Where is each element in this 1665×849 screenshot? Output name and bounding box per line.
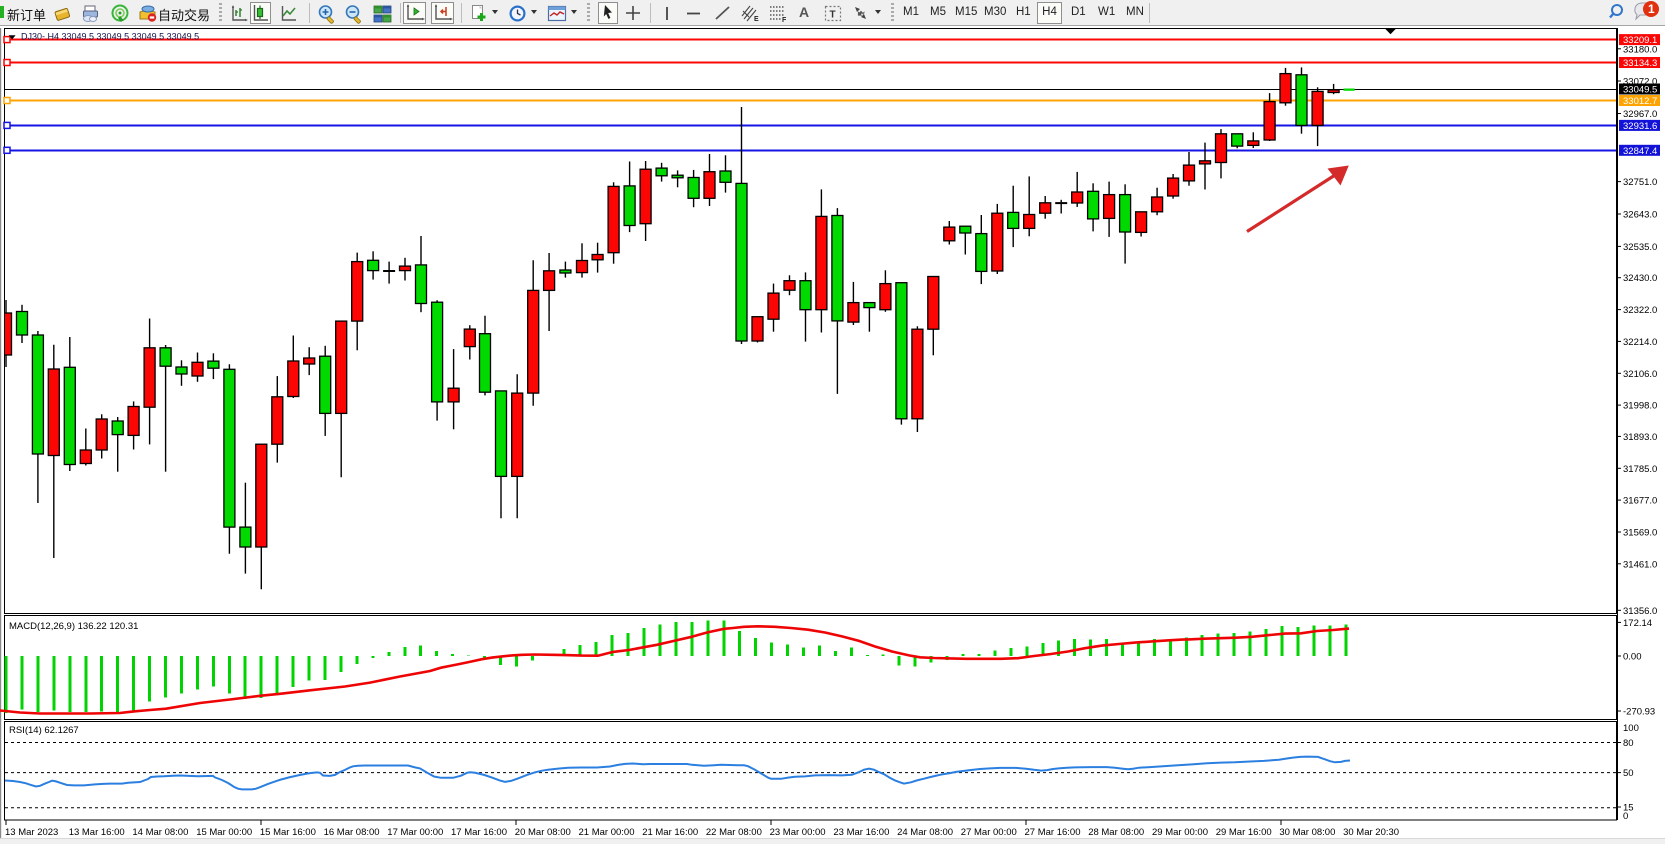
svg-text:31785.0: 31785.0 (1623, 464, 1657, 475)
svg-text:21 Mar 16:00: 21 Mar 16:00 (642, 827, 698, 838)
svg-text:29 Mar 00:00: 29 Mar 00:00 (1152, 827, 1208, 838)
svg-text:29 Mar 16:00: 29 Mar 16:00 (1216, 827, 1272, 838)
svg-text:24 Mar 08:00: 24 Mar 08:00 (897, 827, 953, 838)
svg-text:32847.4: 32847.4 (1623, 146, 1657, 157)
svg-text:80: 80 (1623, 738, 1634, 749)
svg-text:31356.0: 31356.0 (1623, 606, 1657, 617)
svg-text:32751.0: 32751.0 (1623, 177, 1657, 188)
svg-text:16 Mar 08:00: 16 Mar 08:00 (324, 827, 380, 838)
svg-text:23 Mar 00:00: 23 Mar 00:00 (770, 827, 826, 838)
svg-text:0.00: 0.00 (1623, 652, 1642, 663)
svg-text:E: E (754, 16, 759, 23)
svg-text:32322.0: 32322.0 (1623, 305, 1657, 316)
svg-text:32214.0: 32214.0 (1623, 337, 1657, 348)
svg-text:32430.0: 32430.0 (1623, 273, 1657, 284)
svg-text:27 Mar 00:00: 27 Mar 00:00 (961, 827, 1017, 838)
svg-text:31461.0: 31461.0 (1623, 559, 1657, 570)
svg-text:MACD(12,26,9) 136.22 120.31: MACD(12,26,9) 136.22 120.31 (9, 621, 138, 632)
svg-text:T: T (830, 10, 836, 21)
svg-text:33012.7: 33012.7 (1623, 96, 1657, 107)
svg-text:100: 100 (1623, 723, 1639, 734)
svg-text:RSI(14) 62.1267: RSI(14) 62.1267 (9, 725, 79, 736)
svg-text:33134.3: 33134.3 (1623, 58, 1657, 69)
svg-text:28 Mar 08:00: 28 Mar 08:00 (1088, 827, 1144, 838)
svg-text:13 Mar 2023: 13 Mar 2023 (5, 827, 58, 838)
svg-text:DJ30-.H4 33049.5 33049.5 3304: DJ30-.H4 33049.5 33049.5 33049.5 33049.5 (21, 32, 199, 42)
svg-text:15 Mar 00:00: 15 Mar 00:00 (196, 827, 252, 838)
svg-text:15 Mar 16:00: 15 Mar 16:00 (260, 827, 316, 838)
svg-text:31569.0: 31569.0 (1623, 528, 1657, 539)
svg-text:31677.0: 31677.0 (1623, 496, 1657, 507)
svg-text:22 Mar 08:00: 22 Mar 08:00 (706, 827, 762, 838)
svg-text:F: F (782, 17, 787, 23)
svg-text:33049.5: 33049.5 (1623, 85, 1657, 96)
svg-text:31998.0: 31998.0 (1623, 401, 1657, 412)
svg-text:13 Mar 16:00: 13 Mar 16:00 (69, 827, 125, 838)
svg-text:17 Mar 00:00: 17 Mar 00:00 (387, 827, 443, 838)
svg-text:50: 50 (1623, 768, 1634, 779)
svg-text:31893.0: 31893.0 (1623, 432, 1657, 443)
svg-text:172.14: 172.14 (1623, 618, 1652, 629)
svg-text:32535.0: 32535.0 (1623, 242, 1657, 253)
svg-text:33180.0: 33180.0 (1623, 44, 1657, 55)
svg-text:27 Mar 16:00: 27 Mar 16:00 (1025, 827, 1081, 838)
svg-text:32106.0: 32106.0 (1623, 369, 1657, 380)
svg-text:30 Mar 20:30: 30 Mar 20:30 (1343, 827, 1399, 838)
svg-text:15: 15 (1623, 803, 1634, 814)
svg-text:33209.1: 33209.1 (1623, 35, 1657, 46)
svg-text:32643.0: 32643.0 (1623, 210, 1657, 221)
svg-text:0: 0 (1623, 811, 1628, 822)
svg-text:23 Mar 16:00: 23 Mar 16:00 (833, 827, 889, 838)
svg-text:20 Mar 08:00: 20 Mar 08:00 (515, 827, 571, 838)
svg-text:14 Mar 08:00: 14 Mar 08:00 (132, 827, 188, 838)
svg-text:17 Mar 16:00: 17 Mar 16:00 (451, 827, 507, 838)
svg-text:33072.0: 33072.0 (1623, 77, 1657, 88)
svg-text:1: 1 (1648, 2, 1655, 16)
svg-text:-270.93: -270.93 (1623, 707, 1655, 718)
svg-text:30 Mar 08:00: 30 Mar 08:00 (1279, 827, 1335, 838)
svg-text:21 Mar 00:00: 21 Mar 00:00 (579, 827, 635, 838)
svg-text:32931.6: 32931.6 (1623, 121, 1657, 132)
svg-text:32967.0: 32967.0 (1623, 109, 1657, 120)
